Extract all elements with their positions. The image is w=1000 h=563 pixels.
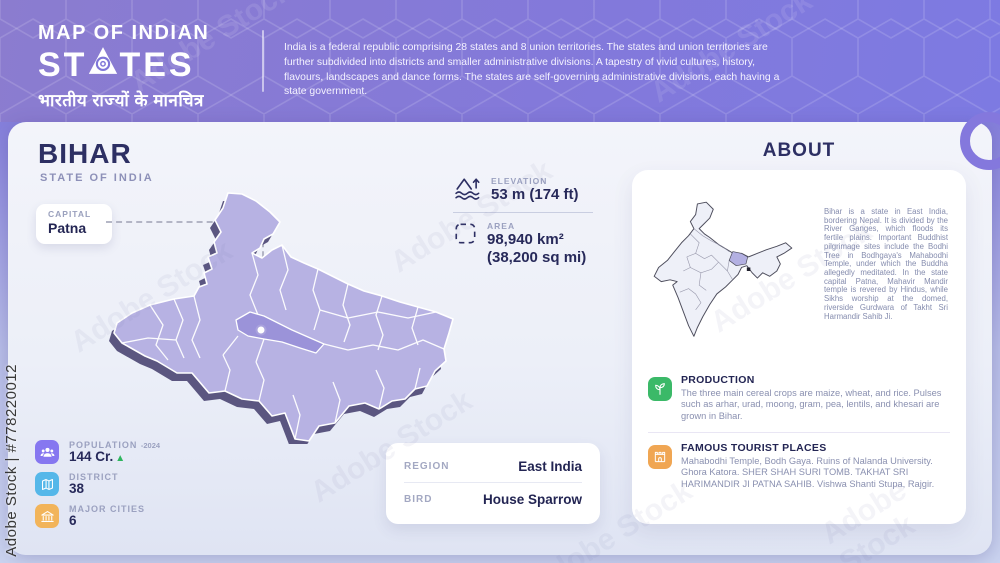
elevation-row: ELEVATION 53 m (174 ft) (453, 176, 603, 203)
about-description: Bihar is a state in East India, borderin… (824, 207, 948, 321)
bird-label: BIRD (404, 493, 433, 505)
production-icon (648, 377, 672, 401)
patna-district (235, 311, 325, 354)
capital-card: CAPITAL Patna (36, 204, 112, 244)
location-pin-icon (88, 46, 118, 81)
district-label: DISTRICT (69, 471, 119, 482)
hexagon-pattern (0, 0, 1000, 122)
bihar-highlight (728, 251, 749, 267)
major-cities-row: MAJOR CITIES 6 (35, 504, 160, 528)
state-name: BIHAR (38, 138, 132, 169)
district-row: DISTRICT 38 (35, 472, 160, 496)
area-icon (455, 223, 476, 244)
about-sections: PRODUCTION The three main cereal crops a… (648, 374, 950, 490)
area-label: AREA (487, 221, 516, 232)
logo-title-line1: MAP OF INDIAN (38, 22, 210, 44)
district-icon (35, 472, 59, 496)
population-row: POPULATION -2024 144 Cr. ▲ (35, 440, 160, 464)
bihar-map (109, 192, 454, 444)
capital-value: Patna (48, 220, 87, 236)
india-map-inset (653, 201, 793, 337)
capital-connector-horizontal (106, 221, 263, 223)
area-value-line2: (38,200 sq mi) (487, 248, 587, 266)
area-value-line1: 98,940 km² (487, 231, 564, 249)
tourist-places-heading: FAMOUS TOURIST PLACES (681, 441, 827, 454)
logo-subtitle-hindi: भारतीय राज्यों के मानचित्र (38, 91, 204, 110)
region-row: REGION East India (404, 454, 582, 478)
region-value: East India (518, 458, 582, 474)
population-value: 144 Cr. ▲ (69, 448, 126, 464)
elevation-label: ELEVATION (491, 176, 548, 186)
stats-panel: POPULATION -2024 144 Cr. ▲ DISTRICT (35, 440, 160, 536)
tourist-places-body: Mahabodhi Temple, Bodh Gaya. Ruins of Na… (681, 455, 935, 489)
major-cities-value: 6 (69, 512, 77, 528)
header-divider (262, 30, 264, 92)
production-body: The three main cereal crops are maize, w… (681, 388, 942, 421)
facts-divider (453, 212, 593, 214)
logo-title-line2: ST TES (38, 46, 209, 83)
major-cities-icon (35, 504, 59, 528)
elevation-icon (455, 178, 480, 200)
region-bird-card: REGION East India BIRD House Sparrow (386, 443, 600, 524)
header-banner: MAP OF INDIAN ST TES भारतीय राज्यों के म… (0, 0, 1000, 122)
bird-row: BIRD House Sparrow (404, 487, 582, 511)
elevation-value: 53 m (174 ft) (491, 186, 579, 203)
production-section: PRODUCTION The three main cereal crops a… (648, 374, 950, 422)
facts-panel: ELEVATION 53 m (174 ft) AREA 98,940 km² … (453, 176, 603, 266)
capital-label: CAPITAL (48, 209, 92, 219)
tourist-places-section: FAMOUS TOURIST PLACES Mahabodhi Temple, … (648, 442, 950, 490)
logo-title-pre: ST (38, 45, 88, 84)
population-year: -2024 (140, 440, 161, 450)
capital-marker-dot (255, 324, 267, 336)
section-divider (648, 431, 950, 433)
population-icon (35, 440, 59, 464)
watermark-edge-label: Adobe Stock | #778220012 (3, 364, 20, 557)
population-label: POPULATION -2024 (69, 439, 161, 450)
about-card: Bihar is a state in East India, borderin… (632, 170, 966, 524)
decorative-ring (960, 112, 1000, 170)
about-heading: ABOUT (762, 140, 836, 161)
district-value: 38 (69, 480, 85, 496)
logo-title-post: TES (119, 45, 195, 84)
state-subtitle: STATE OF INDIA (40, 172, 154, 184)
content-card: BIHAR STATE OF INDIA CAPITAL Patna (8, 112, 1000, 555)
area-row: AREA 98,940 km² (38,200 sq mi) (453, 221, 603, 266)
header-description: India is a federal republic comprising 2… (284, 42, 780, 98)
trend-up-icon: ▲ (115, 452, 126, 464)
fort-icon (648, 444, 672, 469)
detail-divider (404, 482, 582, 483)
production-heading: PRODUCTION (681, 374, 755, 386)
bird-value: House Sparrow (482, 491, 582, 507)
region-label: REGION (404, 460, 450, 472)
logo: MAP OF INDIAN ST TES भारतीय राज्यों के म… (38, 22, 209, 111)
major-cities-label: MAJOR CITIES (69, 503, 146, 514)
